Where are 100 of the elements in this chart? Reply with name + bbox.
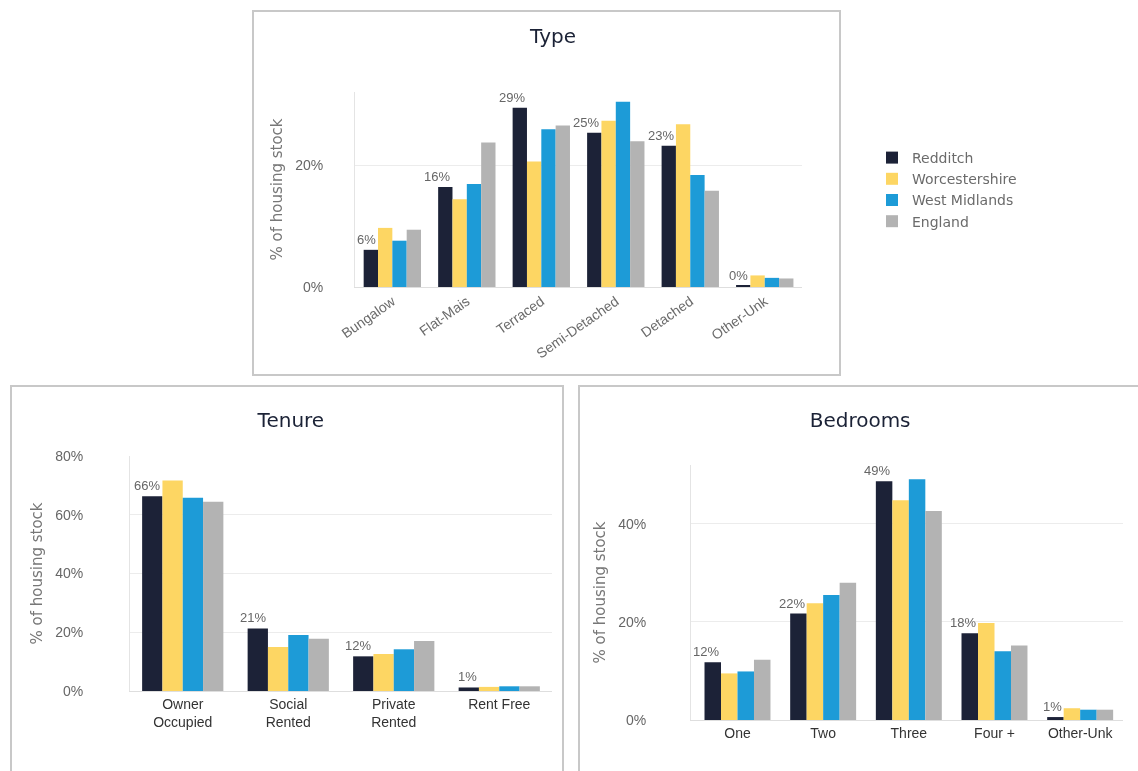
legend-label: Worcestershire [912,171,1017,188]
data-label: 12% [693,644,720,659]
bar [721,673,738,720]
x-tick-label: Three [890,724,928,741]
bar [690,174,705,287]
data-label: 66% [134,478,161,493]
data-label: 16% [424,169,451,184]
bar [526,161,542,287]
bar [481,142,496,287]
bar [478,686,500,691]
bar [1096,709,1114,720]
bar [994,651,1011,720]
bar [1047,717,1064,720]
x-tick-label: Two [810,724,837,741]
chart-title: Type [529,24,576,48]
y-tick-label: 20% [618,613,647,630]
legend-label: England [912,213,969,230]
bar [630,141,645,287]
bar [373,653,394,691]
data-label: 22% [779,596,806,611]
bar [925,511,942,720]
bar [519,686,540,691]
bar [378,227,393,287]
bar [1010,645,1028,720]
y-tick-label: 0% [625,711,647,728]
bar [892,500,909,720]
data-label: 12% [345,638,372,653]
bar [162,480,183,691]
legend-label: West Midlands [912,192,1014,209]
y-tick-label: 40% [618,515,647,532]
legend-label: Redditch [912,150,974,167]
bar [806,603,824,720]
data-label: 1% [458,669,478,684]
bar [555,125,570,287]
data-label: 6% [357,232,377,247]
y-axis-title: % of housing stock [591,521,610,664]
bar [1063,708,1081,720]
y-tick-label: 0% [62,682,84,699]
y-tick-label: 20% [55,624,84,641]
y-tick-label: 20% [295,157,324,174]
bar [675,124,691,287]
y-tick-label: 40% [55,565,84,582]
y-axis-title: % of housing stock [28,502,47,645]
bar [615,101,631,287]
bar [452,199,467,287]
bar [587,132,602,287]
data-label: 29% [499,90,526,105]
bar [875,481,893,720]
x-tick-label: Other-Unk [1047,724,1114,741]
bar [392,240,407,287]
bar [1080,709,1097,720]
bar [753,659,771,720]
x-tick-label: One [724,724,751,741]
y-axis-title: % of housing stock [268,118,287,261]
bar [750,275,765,287]
bar [823,594,840,720]
bar [839,582,857,720]
y-tick-label: 60% [55,506,84,523]
bar [267,646,289,691]
data-label: 49% [864,463,891,478]
bar [308,638,329,691]
bar [601,120,616,287]
bar [363,249,378,287]
bar [182,497,204,691]
bar [961,633,979,720]
bar [288,634,309,691]
data-label: 0% [729,268,749,283]
bar [764,277,780,287]
bar [414,641,435,691]
bar [393,649,415,691]
bar [661,145,676,287]
x-tick-label: Owner Occupied [153,695,213,730]
chart-title: Bedrooms [809,408,911,432]
bar [438,187,453,287]
x-tick-label: Rent Free [468,695,531,712]
y-tick-label: 80% [55,447,84,464]
chart-title: Tenure [256,408,325,432]
bar [978,622,995,720]
data-label: 23% [648,128,675,143]
bar [142,496,163,691]
bar [737,671,754,720]
x-tick-label: Social Rented [265,695,311,730]
data-label: 21% [240,610,267,625]
bar [704,190,719,287]
bar [203,501,224,691]
bar [353,656,374,691]
bar [247,628,268,691]
data-label: 1% [1043,699,1063,714]
bar [541,129,556,287]
bar [499,686,520,691]
bar [704,662,721,720]
bar [790,613,807,720]
x-tick-label: Private Rented [371,695,417,730]
bar [908,479,926,720]
bar [406,229,422,287]
bar [458,687,479,691]
data-label: 25% [573,115,600,130]
bar [466,184,482,287]
x-tick-label: Four + [974,724,1015,741]
bar [779,278,794,287]
